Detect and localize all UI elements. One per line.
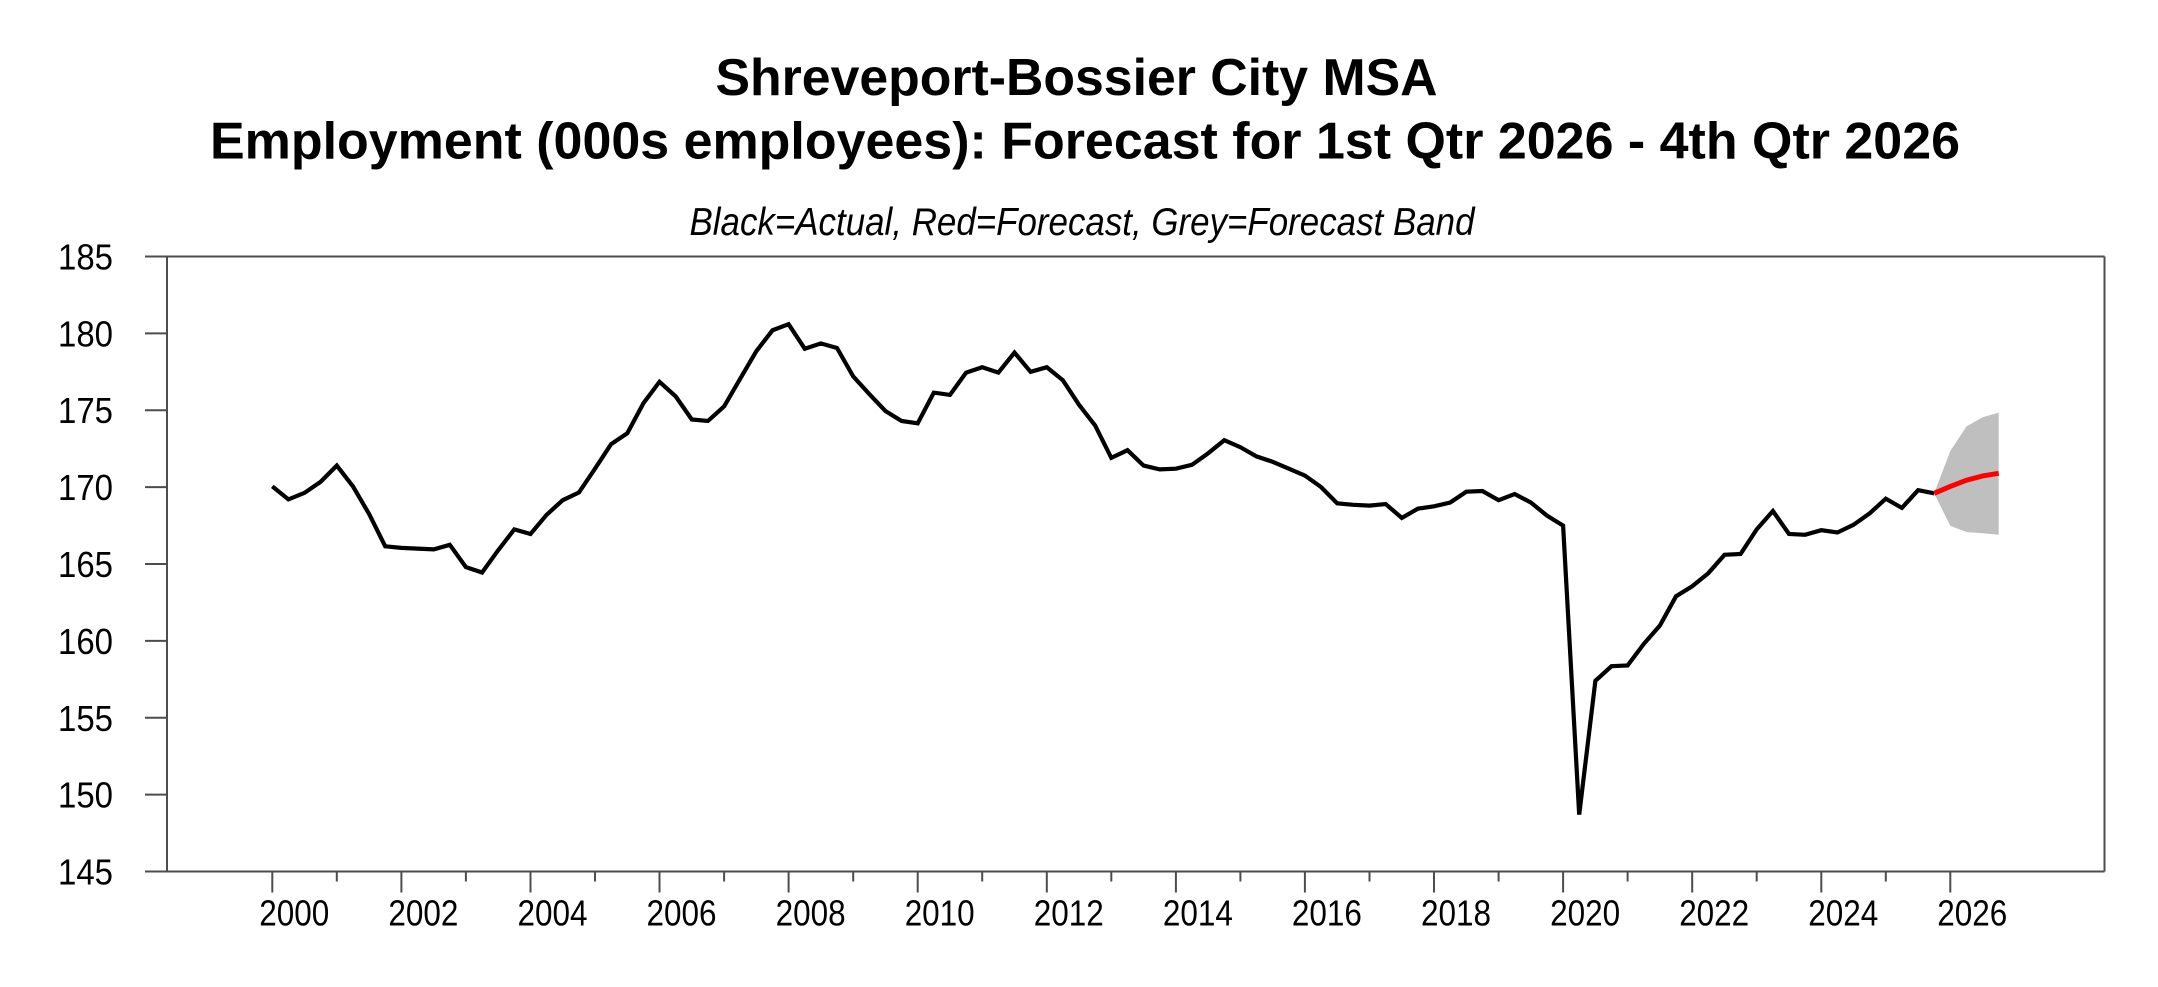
svg-text:185: 185 [58,237,113,278]
svg-text:2024: 2024 [1808,893,1878,934]
svg-text:2004: 2004 [518,893,588,934]
svg-text:160: 160 [58,621,113,662]
svg-text:2006: 2006 [647,893,717,934]
svg-text:150: 150 [58,775,113,816]
svg-text:2022: 2022 [1679,893,1749,934]
svg-text:155: 155 [58,698,113,739]
svg-text:170: 170 [58,467,113,508]
svg-text:2000: 2000 [259,893,329,934]
svg-text:2016: 2016 [1292,893,1362,934]
svg-text:Black=Actual, Red=Forecast, Gr: Black=Actual, Red=Forecast, Grey=Forecas… [690,201,1476,244]
svg-text:2014: 2014 [1163,893,1233,934]
svg-text:2002: 2002 [388,893,458,934]
svg-text:Shreveport-Bossier City MSA: Shreveport-Bossier City MSA [716,49,1438,107]
svg-text:180: 180 [58,313,113,354]
svg-text:2008: 2008 [776,893,846,934]
svg-text:2026: 2026 [1937,893,2007,934]
svg-text:2010: 2010 [905,893,975,934]
svg-text:145: 145 [58,852,113,893]
svg-text:Employment (000s employees): F: Employment (000s employees): Forecast fo… [210,113,1960,171]
svg-text:2020: 2020 [1550,893,1620,934]
svg-text:2012: 2012 [1034,893,1104,934]
svg-text:2018: 2018 [1421,893,1491,934]
svg-text:165: 165 [58,544,113,585]
svg-text:175: 175 [58,390,113,431]
